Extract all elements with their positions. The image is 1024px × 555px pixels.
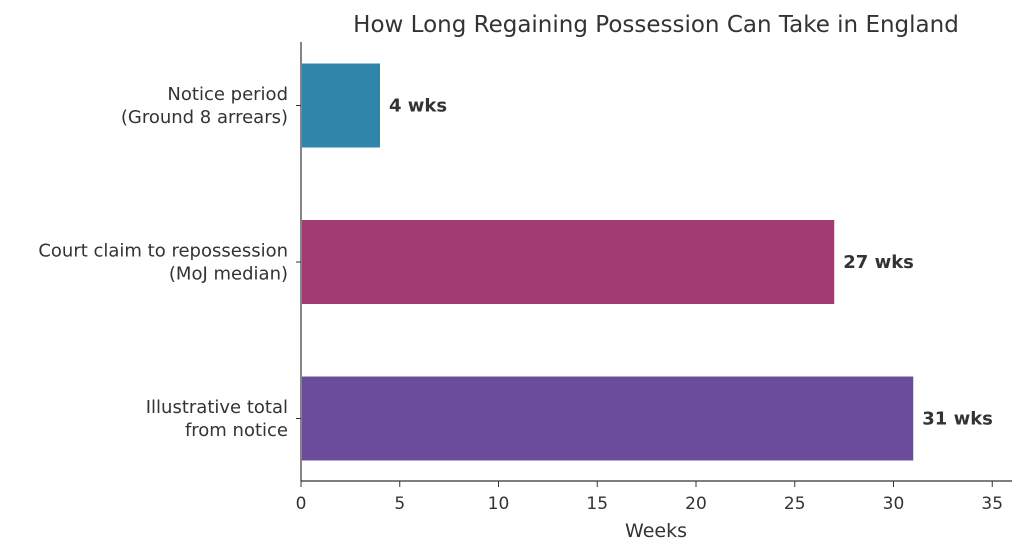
bar-3 xyxy=(302,376,914,461)
x-tick-label-35: 35 xyxy=(981,494,1003,514)
x-tick-label-15: 15 xyxy=(586,494,608,514)
bar-value-label-3: 31 wks xyxy=(922,409,993,430)
x-tick-label-10: 10 xyxy=(488,494,510,514)
bar-1 xyxy=(302,63,380,148)
category-labels-group: Notice period (Ground 8 arrears) Court cla… xyxy=(38,84,301,441)
category-label-3: Illustrative total from notice xyxy=(146,397,288,441)
x-tick-label-25: 25 xyxy=(784,494,806,514)
x-axis-title: Weeks xyxy=(625,520,687,542)
x-tick-label-5: 5 xyxy=(394,494,405,514)
category-label-1: Notice period (Ground 8 arrears) xyxy=(121,84,288,128)
bar-2 xyxy=(302,220,835,304)
category-label-2: Court claim to repossession (MoJ median) xyxy=(38,241,288,285)
x-tick-label-0: 0 xyxy=(296,494,307,514)
x-tick-label-30: 30 xyxy=(883,494,905,514)
bar-value-label-2: 27 wks xyxy=(843,252,914,273)
chart-title: How Long Regaining Possession Can Take i… xyxy=(353,12,959,38)
bar-value-label-1: 4 wks xyxy=(389,96,447,117)
x-axis: 0 5 10 15 20 25 30 35 xyxy=(296,481,1003,514)
x-tick-label-20: 20 xyxy=(685,494,707,514)
bars-group: 4 wks 27 wks 31 wks xyxy=(302,63,993,461)
